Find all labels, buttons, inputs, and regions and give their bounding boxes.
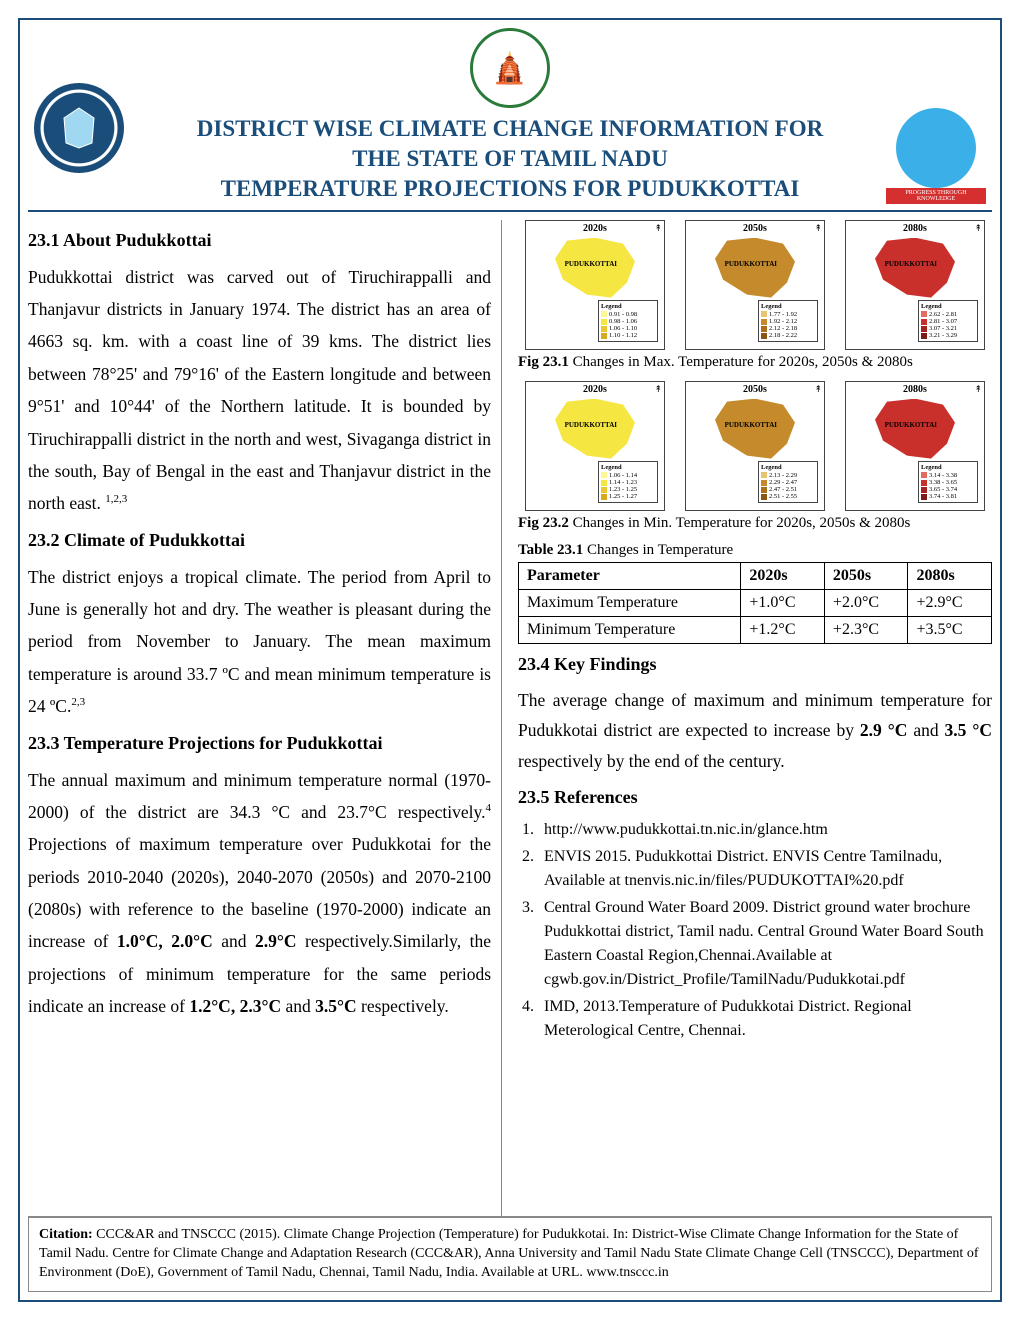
page-border: 🛕 DISTRICT WISE CLIMATE CHANGE INFORMATI…	[18, 18, 1002, 1302]
references-list: 1.http://www.pudukkottai.tn.nic.in/glanc…	[518, 818, 992, 1043]
table-cell: Maximum Temperature	[519, 589, 741, 616]
district-label: PUDUKKOTTAI	[725, 421, 777, 429]
table-header-cell: 2050s	[824, 562, 908, 589]
table-cell: Minimum Temperature	[519, 616, 741, 643]
north-arrow-icon: ↟	[654, 223, 662, 234]
right-column: 2020s↟PUDUKKOTTAILegend0.91 - 0.980.98 -…	[518, 220, 992, 1234]
north-arrow-icon: ↟	[814, 223, 822, 234]
references-heading: 23.5 References	[518, 787, 992, 808]
map-legend: Legend3.14 - 3.383.38 - 3.653.65 - 3.743…	[918, 461, 978, 504]
citation-box: Citation: CCC&AR and TNSCCC (2015). Clim…	[28, 1216, 992, 1292]
north-arrow-icon: ↟	[654, 384, 662, 395]
district-label: PUDUKKOTTAI	[725, 260, 777, 268]
map-panel: 2080s↟ PUDUKKOTTAI Legend2.62 - 2.812.81 -…	[845, 220, 985, 350]
north-arrow-icon: ↟	[814, 384, 822, 395]
climate-text: The district enjoys a tropical climate. …	[28, 561, 491, 723]
header-center: 🛕 DISTRICT WISE CLIMATE CHANGE INFORMATI…	[28, 28, 992, 204]
fig1-caption: Fig 23.1 Changes in Max. Temperature for…	[518, 354, 992, 371]
projections-heading: 23.3 Temperature Projections for Pudukko…	[28, 733, 491, 754]
citation-label: Citation:	[39, 1227, 93, 1242]
map-decade-label: 2050s	[688, 223, 822, 234]
district-label: PUDUKKOTTAI	[565, 260, 617, 268]
map-legend: Legend1.06 - 1.141.14 - 1.231.23 - 1.251…	[598, 461, 658, 504]
table-row: Maximum Temperature+1.0°C+2.0°C+2.9°C	[519, 589, 992, 616]
map-decade-label: 2050s	[688, 384, 822, 395]
climate-heading: 23.2 Climate of Pudukkottai	[28, 530, 491, 551]
fig2-maps: 2020s↟PUDUKKOTTAILegend1.06 - 1.141.14 -…	[518, 381, 992, 511]
table-cell: +1.2°C	[741, 616, 825, 643]
table-cell: +3.5°C	[908, 616, 992, 643]
table-cell: +2.0°C	[824, 589, 908, 616]
findings-text: The average change of maximum and minimu…	[518, 685, 992, 777]
map-panel: 2080s↟ PUDUKKOTTAI Legend3.14 - 3.383.38 -…	[845, 381, 985, 511]
district-shape-icon: PUDUKKOTTAI	[875, 238, 955, 298]
map-legend: Legend1.77 - 1.921.92 - 2.122.12 - 2.182…	[758, 300, 818, 343]
reference-item: 2.ENVIS 2015. Pudukkottai District. ENVI…	[522, 845, 992, 893]
findings-heading: 23.4 Key Findings	[518, 654, 992, 675]
about-heading: 23.1 About Pudukkottai	[28, 230, 491, 251]
map-panel: 2020s↟ PUDUKKOTTAI Legend1.06 - 1.141.14 -…	[525, 381, 665, 511]
map-legend: Legend0.91 - 0.980.98 - 1.061.06 - 1.101…	[598, 300, 658, 343]
projections-text: The annual maximum and minimum temperatu…	[28, 764, 491, 1023]
table-header-cell: Parameter	[519, 562, 741, 589]
map-panel: 2020s↟ PUDUKKOTTAI Legend0.91 - 0.980.98 -…	[525, 220, 665, 350]
reference-item: 4.IMD, 2013.Temperature of Pudukkotai Di…	[522, 995, 992, 1043]
district-shape-icon: PUDUKKOTTAI	[555, 399, 635, 459]
reference-item: 3.Central Ground Water Board 2009. Distr…	[522, 896, 992, 992]
tamilnadu-emblem-icon: 🛕	[470, 28, 550, 108]
table-cell: +2.3°C	[824, 616, 908, 643]
district-shape-icon: PUDUKKOTTAI	[715, 399, 795, 459]
map-decade-label: 2020s	[528, 223, 662, 234]
map-legend: Legend2.62 - 2.812.81 - 3.073.07 - 3.213…	[918, 300, 978, 343]
district-label: PUDUKKOTTAI	[885, 260, 937, 268]
north-arrow-icon: ↟	[974, 223, 982, 234]
map-decade-label: 2020s	[528, 384, 662, 395]
anna-univ-logo-icon: PROGRESS THROUGH KNOWLEDGE	[886, 108, 986, 208]
table-header-cell: 2020s	[741, 562, 825, 589]
reference-item: 1.http://www.pudukkottai.tn.nic.in/glanc…	[522, 818, 992, 842]
body-grid: 23.1 About Pudukkottai Pudukkottai distr…	[28, 220, 992, 1234]
map-decade-label: 2080s	[848, 223, 982, 234]
table-row: Minimum Temperature+1.2°C+2.3°C+3.5°C	[519, 616, 992, 643]
district-shape-icon: PUDUKKOTTAI	[555, 238, 635, 298]
table-cell: +2.9°C	[908, 589, 992, 616]
map-legend: Legend2.13 - 2.292.29 - 2.472.47 - 2.512…	[758, 461, 818, 504]
citation-text: CCC&AR and TNSCCC (2015). Climate Change…	[39, 1227, 978, 1280]
map-decade-label: 2080s	[848, 384, 982, 395]
north-arrow-icon: ↟	[974, 384, 982, 395]
about-text: Pudukkottai district was carved out of T…	[28, 261, 491, 520]
fig1-maps: 2020s↟PUDUKKOTTAILegend0.91 - 0.980.98 -…	[518, 220, 992, 350]
page-title: DISTRICT WISE CLIMATE CHANGE INFORMATION…	[28, 114, 992, 204]
anna-univ-motto: PROGRESS THROUGH KNOWLEDGE	[886, 188, 986, 204]
table-cell: +1.0°C	[741, 589, 825, 616]
title-line-1: DISTRICT WISE CLIMATE CHANGE INFORMATION…	[197, 116, 823, 141]
district-shape-icon: PUDUKKOTTAI	[715, 238, 795, 298]
district-label: PUDUKKOTTAI	[565, 421, 617, 429]
map-panel: 2050s↟ PUDUKKOTTAI Legend2.13 - 2.292.29 -…	[685, 381, 825, 511]
district-label: PUDUKKOTTAI	[885, 421, 937, 429]
district-shape-icon: PUDUKKOTTAI	[875, 399, 955, 459]
title-line-2: THE STATE OF TAMIL NADU	[352, 146, 668, 171]
temperature-table: Parameter2020s2050s2080s Maximum Tempera…	[518, 562, 992, 644]
table-header-cell: 2080s	[908, 562, 992, 589]
title-line-3: TEMPERATURE PROJECTIONS FOR PUDUKKOTTAI	[221, 176, 800, 201]
table-caption: Table 23.1 Changes in Temperature	[518, 542, 992, 559]
tnsccc-logo-icon	[34, 83, 124, 173]
header: 🛕 DISTRICT WISE CLIMATE CHANGE INFORMATI…	[28, 28, 992, 212]
left-column: 23.1 About Pudukkottai Pudukkottai distr…	[28, 220, 502, 1234]
map-panel: 2050s↟ PUDUKKOTTAI Legend1.77 - 1.921.92 -…	[685, 220, 825, 350]
fig2-caption: Fig 23.2 Changes in Min. Temperature for…	[518, 515, 992, 532]
